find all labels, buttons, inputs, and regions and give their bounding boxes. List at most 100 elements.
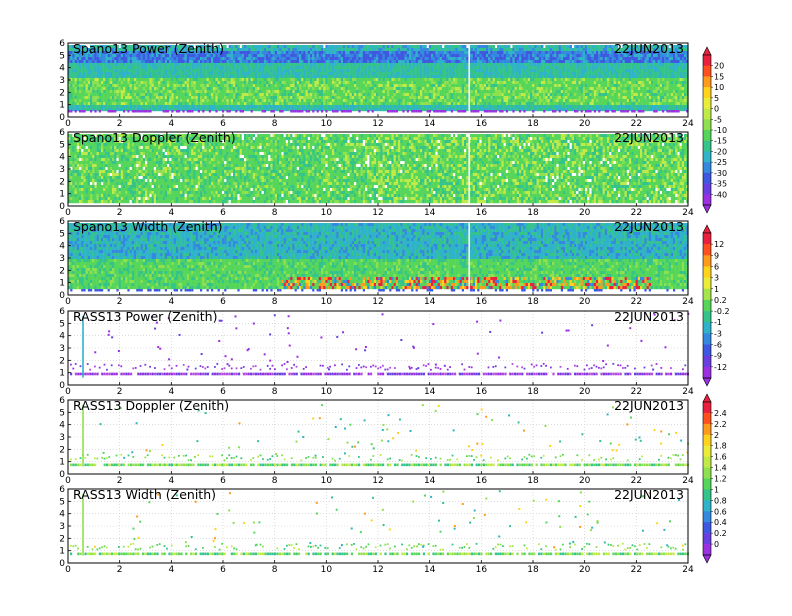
heatmap-cell (380, 93, 382, 96)
heatmap-cell (418, 99, 420, 102)
heatmap-cell (176, 60, 178, 63)
heatmap-cell (530, 105, 532, 108)
heatmap-cell (310, 69, 312, 72)
heatmap-cell (418, 102, 420, 105)
heatmap-cell (358, 60, 360, 63)
heatmap-cell (380, 96, 382, 99)
heatmap-cell (259, 60, 261, 63)
heatmap-cell (185, 63, 187, 66)
heatmap-cell (501, 54, 503, 57)
heatmap-cell (77, 72, 79, 75)
heatmap-cell (510, 75, 512, 78)
heatmap-cell (158, 99, 160, 102)
heatmap-cell (488, 69, 490, 72)
heatmap-cell (163, 63, 165, 66)
heatmap-cell (88, 78, 90, 81)
heatmap-cell (220, 60, 222, 63)
heatmap-cell (323, 108, 325, 111)
heatmap-cell (552, 99, 554, 102)
heatmap-cell (134, 84, 136, 87)
heatmap-cell (460, 87, 462, 90)
heatmap-cell (185, 66, 187, 69)
heatmap-cell (83, 105, 85, 108)
heatmap-cell (215, 105, 217, 108)
heatmap-cell (209, 69, 211, 72)
heatmap-cell (110, 110, 112, 113)
heatmap-cell (312, 110, 314, 113)
heatmap-cell (497, 102, 499, 105)
heatmap-cell (435, 57, 437, 60)
heatmap-cell (222, 72, 224, 75)
heatmap-cell (475, 63, 477, 66)
heatmap-cell (446, 57, 448, 60)
heatmap-cell (215, 57, 217, 60)
heatmap-cell (255, 45, 257, 48)
heatmap-cell (290, 84, 292, 87)
heatmap-cell (81, 75, 83, 78)
heatmap-cell (350, 60, 352, 63)
heatmap-cell (479, 96, 481, 99)
heatmap-cell (543, 105, 545, 108)
heatmap-cell (202, 66, 204, 69)
heatmap-cell (471, 66, 473, 69)
heatmap-cell (130, 69, 132, 72)
heatmap-cell (550, 105, 552, 108)
heatmap-cell (482, 93, 484, 96)
heatmap-cell (235, 78, 237, 81)
heatmap-cell (394, 57, 396, 60)
heatmap-cell (336, 69, 338, 72)
heatmap-cell (385, 93, 387, 96)
heatmap-cell (312, 78, 314, 81)
heatmap-cell (550, 69, 552, 72)
heatmap-cell (134, 78, 136, 81)
heatmap-cell (178, 105, 180, 108)
heatmap-cell (123, 69, 125, 72)
heatmap-cell (141, 66, 143, 69)
heatmap-cell (83, 84, 85, 87)
heatmap-cell (207, 105, 209, 108)
heatmap-cell (334, 110, 336, 113)
heatmap-cell (512, 110, 514, 113)
heatmap-cell (248, 54, 250, 57)
heatmap-cell (83, 81, 85, 84)
heatmap-cell (92, 87, 94, 90)
heatmap-cell (105, 99, 107, 102)
heatmap-cell (259, 75, 261, 78)
heatmap-cell (358, 102, 360, 105)
heatmap-cell (537, 72, 539, 75)
heatmap-cell (317, 51, 319, 54)
heatmap-cell (409, 63, 411, 66)
heatmap-cell (521, 81, 523, 84)
heatmap-cell (521, 57, 523, 60)
heatmap-cell (103, 108, 105, 111)
heatmap-cell (255, 93, 257, 96)
heatmap-cell (512, 84, 514, 87)
heatmap-cell (523, 66, 525, 69)
heatmap-cell (125, 60, 127, 63)
heatmap-cell (427, 90, 429, 93)
heatmap-cell (176, 78, 178, 81)
heatmap-cell (528, 69, 530, 72)
heatmap-cell (442, 54, 444, 57)
heatmap-cell (385, 75, 387, 78)
heatmap-cell (361, 93, 363, 96)
heatmap-cell (477, 63, 479, 66)
heatmap-cell (539, 75, 541, 78)
heatmap-cell (158, 72, 160, 75)
heatmap-cell (121, 96, 123, 99)
heatmap-cell (451, 75, 453, 78)
heatmap-cell (356, 90, 358, 93)
heatmap-cell (268, 90, 270, 93)
heatmap-cell (317, 72, 319, 75)
heatmap-cell (462, 60, 464, 63)
heatmap-cell (352, 84, 354, 87)
heatmap-cell (266, 90, 268, 93)
heatmap-cell (372, 54, 374, 57)
heatmap-cell (187, 63, 189, 66)
heatmap-cell (178, 84, 180, 87)
heatmap-cell (149, 72, 151, 75)
heatmap-cell (242, 45, 244, 48)
heatmap-cell (299, 54, 301, 57)
heatmap-cell (424, 105, 426, 108)
heatmap-cell (418, 75, 420, 78)
